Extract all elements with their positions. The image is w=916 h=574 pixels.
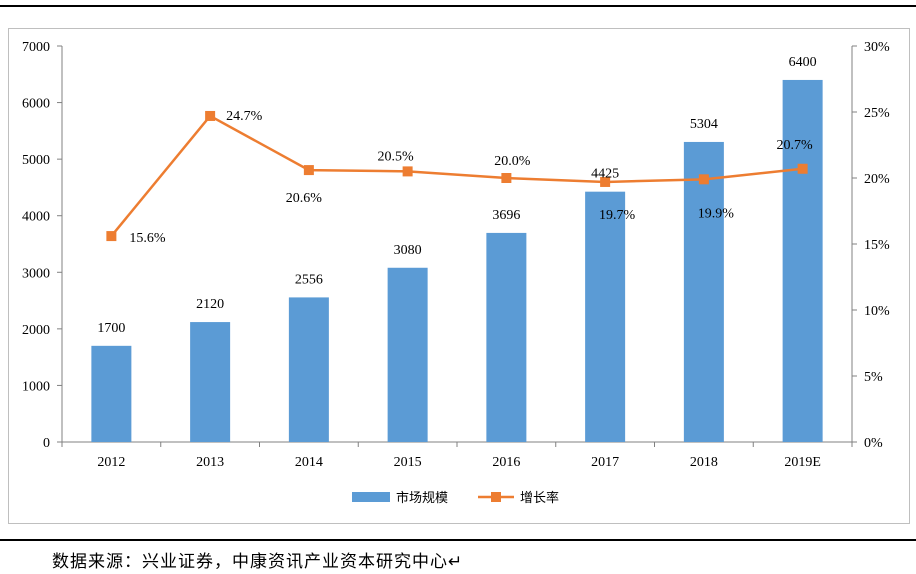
bar-value-label: 5304 (690, 117, 718, 132)
bar (782, 79, 823, 442)
line-value-label: 24.7% (226, 109, 263, 124)
line-value-label: 15.6% (129, 231, 166, 246)
left-tick-label: 3000 (22, 266, 50, 281)
x-tick-label: 2012 (97, 455, 125, 470)
bar-value-label: 3696 (492, 208, 520, 223)
bar-value-label: 2556 (295, 272, 323, 287)
bar-value-label: 6400 (789, 55, 817, 70)
legend-bar-swatch (352, 492, 390, 502)
x-tick-label: 2013 (196, 455, 224, 470)
line-point (501, 173, 512, 183)
line-value-label: 20.5% (378, 149, 415, 164)
bar (288, 297, 329, 442)
data-labels: 1700 2120 2556 3080 3696 4425 5304 6400 15.6% 24.… (97, 55, 816, 336)
right-tick-label: 5% (864, 370, 883, 385)
bar-value-label: 3080 (394, 243, 422, 258)
legend: 市场规模 增长率 (352, 490, 559, 506)
line-value-label: 19.7% (599, 208, 636, 223)
x-tick-label: 2015 (394, 455, 422, 470)
left-tick-label: 2000 (22, 323, 50, 338)
right-tick-label: 25% (864, 106, 890, 121)
bar-value-label: 1700 (97, 321, 125, 336)
line-value-label: 20.7% (777, 138, 814, 153)
line-point (402, 166, 413, 177)
right-tick-label: 10% (864, 304, 890, 319)
x-tick-label: 2017 (591, 455, 619, 470)
left-tick-label: 5000 (22, 153, 50, 168)
x-tick-label: 2014 (295, 455, 323, 470)
bar-value-label: 2120 (196, 297, 224, 312)
left-tick-label: 7000 (22, 40, 50, 55)
bottom-rule (0, 539, 916, 541)
growth-rate-line (110, 114, 803, 237)
legend-line-label: 增长率 (520, 490, 559, 506)
bar-value-label: 4425 (591, 167, 619, 182)
bar (190, 322, 231, 442)
bar (585, 191, 626, 442)
legend-line-marker (491, 492, 501, 502)
line-value-label: 20.0% (494, 154, 531, 169)
right-tick-label: 0% (864, 436, 883, 451)
line-point (698, 174, 709, 185)
x-tick-label: 2018 (690, 455, 718, 470)
bar-series (91, 79, 823, 443)
x-tick-label: 2019E (784, 455, 821, 470)
line-point (205, 110, 216, 121)
chart-frame (8, 28, 910, 524)
legend-bar-label: 市场规模 (396, 490, 448, 506)
x-tick-label: 2016 (492, 455, 520, 470)
bar (683, 141, 724, 443)
line-point (106, 231, 117, 242)
right-tick-label: 20% (864, 172, 890, 187)
left-tick-label: 0 (43, 436, 50, 451)
bar (486, 232, 527, 442)
top-rule (0, 5, 916, 7)
line-point (303, 165, 314, 176)
chart-axes: 0 1000 2000 3000 4000 5000 6000 7000 0% 5% 10% 15% 2… (22, 40, 890, 470)
left-tick-label: 1000 (22, 379, 50, 394)
line-point (600, 176, 611, 187)
right-tick-label: 30% (864, 40, 890, 55)
line-value-label: 20.6% (286, 191, 323, 206)
line-point (797, 163, 808, 174)
source-note: 数据来源：兴业证券，中康资讯产业资本研究中心↵ (52, 552, 464, 572)
bar (91, 345, 132, 442)
right-tick-label: 15% (864, 238, 890, 253)
line-series (106, 110, 808, 242)
left-tick-label: 4000 (22, 210, 50, 225)
line-value-label: 19.9% (698, 206, 735, 221)
left-tick-label: 6000 (22, 97, 50, 112)
bar (387, 267, 428, 442)
